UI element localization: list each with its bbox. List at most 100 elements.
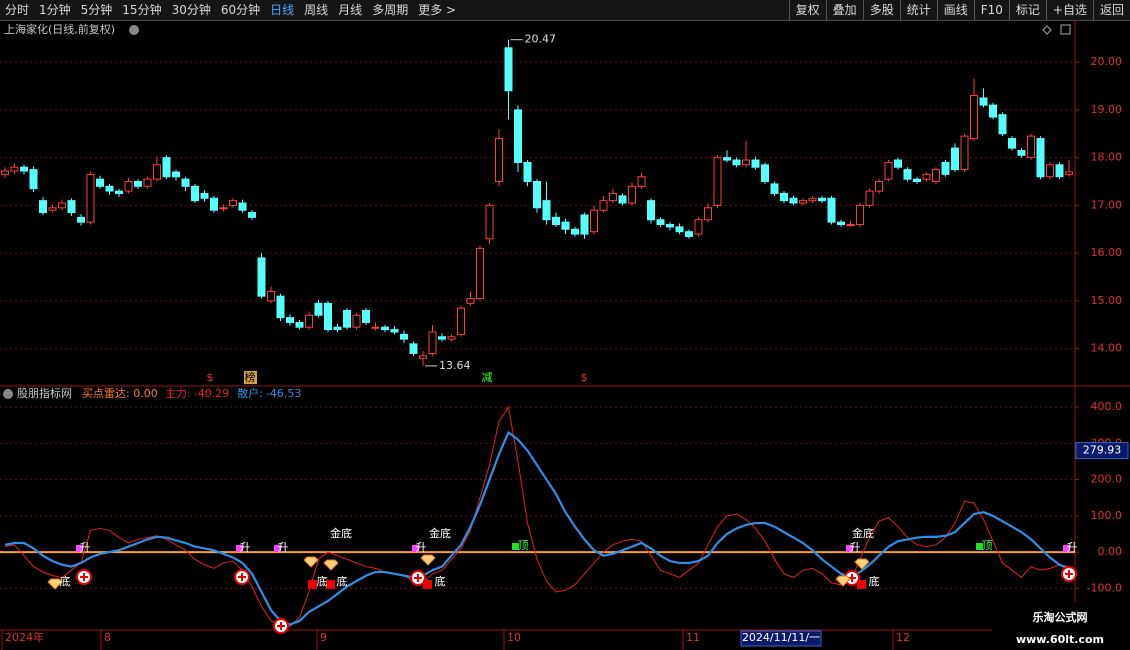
signal-label: 减: [482, 371, 493, 384]
title-menu-icon[interactable]: [129, 25, 139, 35]
candle-body: [704, 207, 712, 221]
y-tick-label: 16.00: [1091, 246, 1123, 259]
candle-body: [732, 159, 741, 166]
signal-label: 榜: [245, 370, 256, 384]
bottom-box: [308, 580, 317, 589]
candle-body: [419, 355, 427, 359]
window-icon[interactable]: [1060, 24, 1071, 35]
candle-body: [10, 166, 19, 172]
toolbar-button[interactable]: +自选: [1045, 0, 1093, 20]
candle-body: [970, 95, 978, 140]
x-tick-label: 9: [320, 631, 327, 644]
toolbar-button[interactable]: 月线: [338, 3, 363, 17]
toolbar-button[interactable]: 60分钟: [220, 3, 261, 17]
legend-value: -46.53: [266, 387, 301, 400]
y-tick-label: 100.0: [1091, 509, 1123, 522]
candle-body: [210, 197, 218, 211]
toolbar-button[interactable]: 叠加: [825, 0, 863, 20]
signal-label: 顶: [518, 539, 529, 552]
buy-icon-plus: [1065, 570, 1073, 578]
rise-box: [76, 545, 83, 552]
toolbar-button[interactable]: 5分钟: [80, 3, 113, 17]
toolbar-button[interactable]: 画线: [936, 0, 974, 20]
candle-body: [799, 200, 807, 204]
toolbar-button[interactable]: 15分钟: [122, 3, 162, 17]
toolbar-button[interactable]: 1分钟: [39, 3, 71, 17]
candle-body: [219, 207, 228, 210]
candle-body: [818, 197, 826, 202]
watermark-bg: [992, 602, 1130, 650]
candle-body: [428, 331, 437, 354]
signal-label: 金底: [852, 526, 874, 540]
rise-box: [412, 545, 419, 552]
toolbar-button[interactable]: 复权: [788, 0, 826, 20]
diamond-icon: [303, 556, 319, 568]
toolbar-button[interactable]: 多股: [862, 0, 900, 20]
signal-label: 升: [80, 541, 91, 554]
candle-body: [666, 224, 674, 228]
candle-body: [656, 219, 665, 226]
candle-body: [989, 104, 997, 118]
cursor-value: 279.93: [1083, 444, 1122, 457]
min-label: 13.64: [439, 359, 471, 372]
indicator-menu-icon[interactable]: [3, 389, 13, 399]
candle-body: [447, 336, 456, 340]
candle-body: [153, 164, 161, 180]
indicator-line: [4, 405, 1070, 627]
y-tick-label: 0.00: [1098, 545, 1123, 558]
candle-body: [770, 183, 779, 194]
toolbar-button[interactable]: 更多 >: [418, 3, 457, 17]
candle-body: [229, 200, 237, 206]
candle-body: [1046, 164, 1054, 178]
candle-body: [1027, 135, 1035, 159]
top-box: [512, 543, 519, 550]
toolbar-button[interactable]: 日线: [270, 3, 295, 17]
candle-body: [894, 159, 902, 168]
candle-body: [780, 192, 788, 202]
candle-body: [599, 200, 608, 211]
candle-body: [457, 307, 465, 335]
toolbar-button[interactable]: 30分钟: [171, 3, 211, 17]
candle-body: [381, 326, 389, 331]
candle-body: [162, 157, 171, 178]
candle-body: [352, 314, 361, 328]
signal-label: 升: [416, 541, 427, 554]
candle-body: [191, 185, 199, 202]
y-tick-label: 14.00: [1091, 342, 1123, 355]
diamond-icon: [420, 554, 436, 566]
candle-body: [476, 247, 484, 300]
candle-body: [105, 185, 114, 192]
candle-body: [628, 185, 636, 204]
candle-body: [552, 216, 560, 226]
toolbar-button[interactable]: 标记: [1008, 0, 1046, 20]
candle-body: [998, 114, 1007, 135]
toolbar-button[interactable]: 周线: [304, 3, 329, 17]
candle-body: [618, 195, 627, 204]
candle-body: [647, 200, 655, 221]
toolbar-button[interactable]: 多周期: [372, 3, 409, 17]
toolbar-button[interactable]: 分时: [5, 3, 30, 17]
signal-label: $: [207, 371, 214, 384]
rise-box: [846, 545, 853, 552]
rise-box: [236, 545, 243, 552]
candle-body: [257, 257, 266, 297]
diamond-icon[interactable]: [1042, 25, 1052, 35]
candle-body: [979, 97, 988, 106]
candle-body: [951, 147, 959, 171]
candle-body: [48, 207, 57, 211]
candle-body: [685, 231, 693, 237]
legend-value: -40.29: [194, 387, 229, 400]
toolbar-button[interactable]: 返回: [1092, 0, 1130, 20]
max-label: 20.47: [525, 33, 557, 46]
candle-body: [485, 204, 494, 240]
candle-body: [400, 333, 408, 340]
indicator-title: 股朋指标网: [17, 386, 72, 400]
candle-body: [542, 200, 551, 221]
signal-label: 升: [240, 541, 251, 554]
candle-body: [533, 181, 541, 209]
toolbar-button[interactable]: F10: [973, 0, 1009, 20]
candle-body: [58, 202, 66, 209]
toolbar-button[interactable]: 统计: [899, 0, 937, 20]
candle-body: [29, 169, 38, 190]
